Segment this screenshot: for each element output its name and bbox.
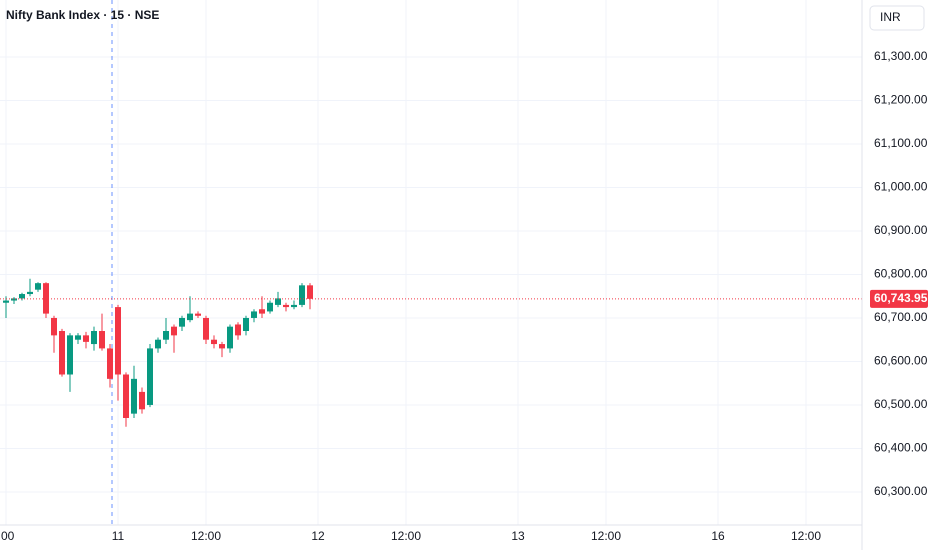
y-tick-label: 60,300.00 (874, 484, 928, 498)
candle-body (11, 298, 17, 301)
candle-body (51, 317, 57, 336)
x-tick-label: 12 (311, 529, 325, 543)
candle-body (203, 317, 209, 340)
x-tick-label: 12:00 (191, 529, 221, 543)
candle-body (99, 331, 105, 349)
y-tick-label: 60,800.00 (874, 267, 928, 281)
candle-body (43, 283, 49, 314)
candle-body (147, 348, 153, 405)
candle-body (35, 283, 41, 290)
candle-body (59, 331, 65, 375)
y-tick-label: 60,500.00 (874, 397, 928, 411)
x-tick-label: :00 (0, 529, 15, 543)
x-tick-label: 12:00 (391, 529, 421, 543)
y-tick-label: 61,200.00 (874, 93, 928, 107)
y-tick-label: 61,100.00 (874, 136, 928, 150)
candle-body (3, 300, 9, 303)
currency[interactable]: INR (880, 10, 901, 24)
candle-body (163, 331, 169, 340)
y-tick-label: 60,400.00 (874, 441, 928, 455)
candle-body (259, 309, 265, 314)
grid (0, 0, 862, 525)
candle-body (123, 374, 129, 418)
y-tick-label: 60,700.00 (874, 310, 928, 324)
candle-body (267, 302, 273, 312)
candle-body (155, 339, 161, 349)
x-tick-label: 16 (711, 529, 725, 543)
candle-body (179, 317, 185, 327)
candle-body (19, 294, 25, 299)
candle-body (187, 313, 193, 321)
candle-body (107, 348, 113, 379)
candles (0, 278, 862, 427)
candle-body (75, 335, 81, 340)
x-tick-label: 11 (112, 529, 125, 543)
x-tick-label: 13 (511, 529, 525, 543)
candle-body (251, 311, 257, 318)
candle-body (115, 307, 121, 375)
candle-body (275, 298, 281, 305)
y-tick-label: 61,000.00 (874, 180, 928, 194)
last-price-label: 60,743.95 (874, 291, 928, 305)
candle-body (131, 378, 137, 414)
candle-body (299, 285, 305, 305)
candle-body (211, 339, 217, 345)
chart-title: Nifty Bank Index · 15 · NSE (6, 8, 159, 22)
candle-body (307, 285, 313, 299)
candle-body (139, 391, 145, 410)
candle-body (227, 326, 233, 349)
y-tick-label: 60,900.00 (874, 223, 928, 237)
candle-body (27, 291, 33, 295)
axes: 60,300.00 60,400.00 60,500.00 60,600.00 60,7… (0, 49, 928, 543)
x-tick-label: 12:00 (591, 529, 621, 543)
candle-body (91, 331, 97, 345)
candle-body (219, 344, 225, 349)
candle-body (243, 317, 249, 332)
x-tick-label: 12:00 (791, 529, 821, 543)
candle-body (291, 304, 297, 308)
candle-body (171, 326, 177, 336)
candle-body (83, 335, 89, 342)
currency-box[interactable] (869, 5, 925, 31)
candle-body (195, 313, 201, 316)
candle-body (67, 335, 73, 375)
candle-body (283, 304, 289, 308)
y-tick-label: 61,300.00 (874, 49, 928, 63)
last-price-box (870, 289, 928, 308)
y-tick-label: 60,600.00 (874, 354, 928, 368)
candle-body (235, 324, 241, 336)
